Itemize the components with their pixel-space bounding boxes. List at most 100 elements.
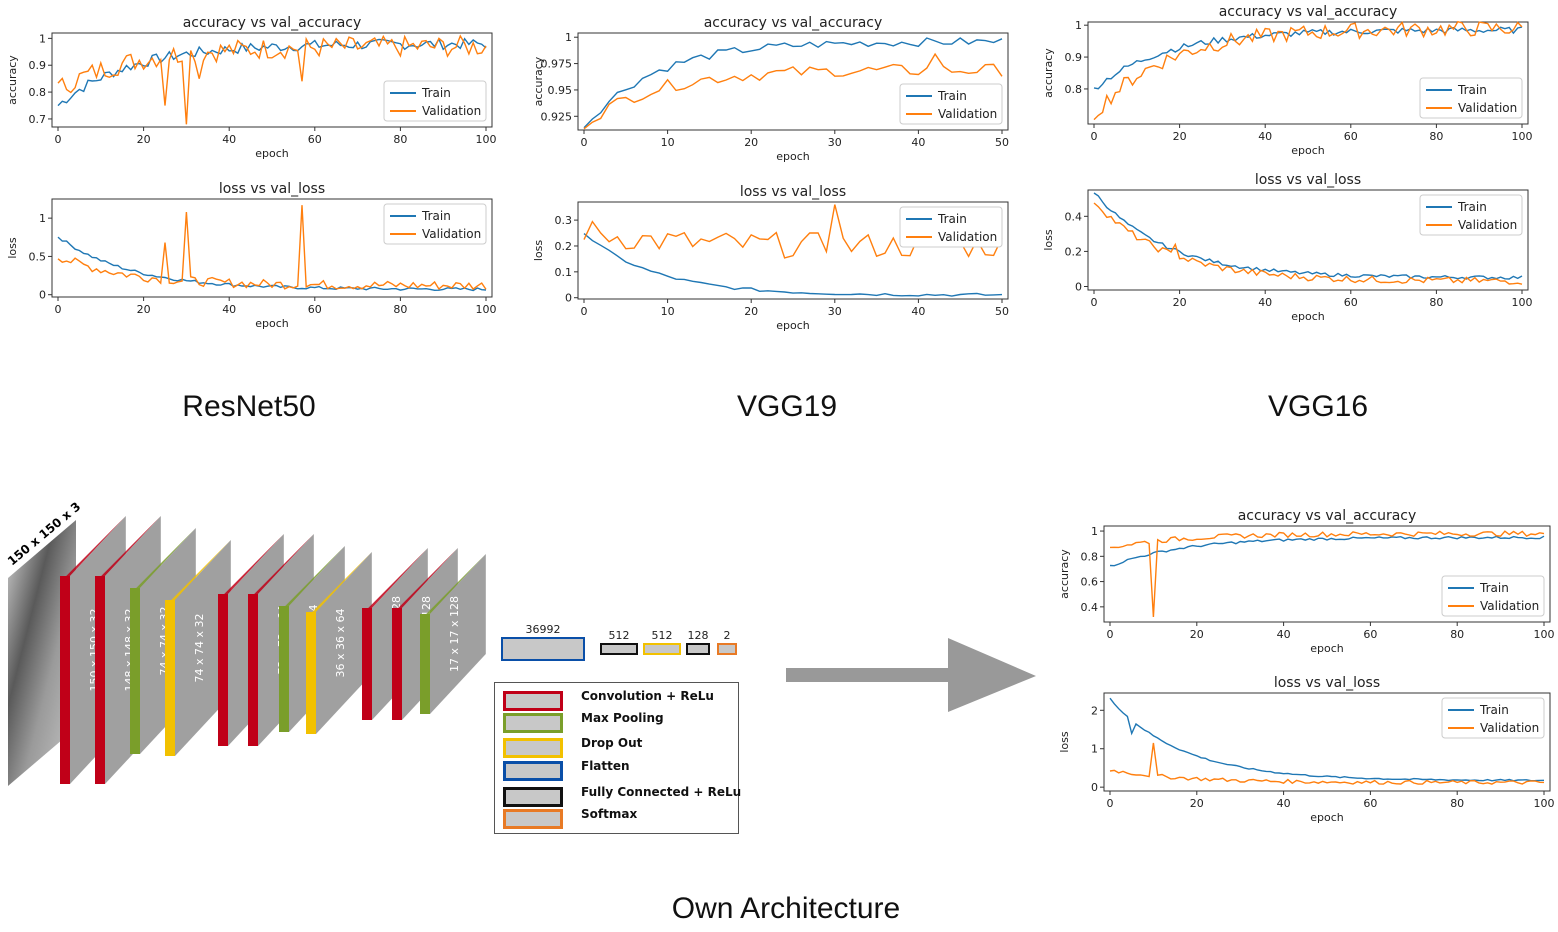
x-tick-label: 10: [661, 305, 675, 318]
y-tick-label: 0.925: [541, 110, 573, 123]
y-tick-label: 1: [1075, 19, 1082, 32]
x-axis-label: epoch: [1291, 310, 1325, 323]
series-line-train: [1093, 26, 1523, 90]
x-tick-label: 40: [1277, 797, 1291, 810]
x-tick-label: 0: [581, 136, 588, 149]
dense-block-flatten: 36992: [501, 623, 585, 661]
series-line-validation: [1093, 20, 1523, 121]
legend-label-train: Train: [1457, 83, 1487, 97]
legend-label-validation: Validation: [1480, 721, 1539, 735]
x-tick-label: 30: [828, 305, 842, 318]
legend-label-train: Train: [421, 86, 451, 100]
x-tick-label: 60: [1344, 130, 1358, 143]
legend-label: Max Pooling: [581, 711, 664, 725]
layer-front-face: [248, 594, 258, 746]
legend-label: Drop Out: [581, 736, 643, 750]
legend-swatch-fc: [503, 787, 563, 807]
layer-front-face: [95, 576, 105, 784]
x-tick-label: 80: [1450, 797, 1464, 810]
x-tick-label: 50: [995, 136, 1009, 149]
plot-2: accuracy vs val_accuracy 0 10 20 30 40 50 0.925…: [532, 15, 1009, 163]
dense-rect: [686, 643, 710, 655]
model-name-vgg19: VGG19: [736, 390, 838, 423]
x-tick-label: 0: [55, 303, 62, 316]
x-tick-label: 80: [393, 303, 407, 316]
x-axis-label: epoch: [255, 317, 289, 330]
x-tick-label: 100: [476, 133, 497, 146]
x-axis-label: epoch: [776, 319, 810, 332]
y-tick-label: 1: [39, 212, 46, 225]
plot-legend: Train Validation: [1419, 194, 1523, 236]
legend-label-validation: Validation: [1458, 218, 1517, 232]
y-tick-label: 0.4: [1065, 210, 1083, 223]
dense-block-fc: 128: [686, 629, 710, 655]
xray-input-image: [8, 520, 76, 786]
plot-legend: Train Validation: [383, 80, 487, 122]
y-axis-label: accuracy: [532, 56, 545, 106]
legend-swatch-pool: [503, 713, 563, 733]
x-tick-label: 0: [1091, 130, 1098, 143]
series-line-validation: [1093, 202, 1523, 285]
legend-swatch-dropout: [503, 738, 563, 758]
plot-title: accuracy vs val_accuracy: [1219, 4, 1398, 20]
x-tick-label: 0: [55, 133, 62, 146]
plot-legend: Train Validation: [1419, 77, 1523, 119]
legend-label-validation: Validation: [1480, 599, 1539, 613]
layer-front-face: [392, 608, 402, 720]
series-line-validation: [1109, 742, 1545, 785]
legend-label-train: Train: [1457, 200, 1487, 214]
plot-title: loss vs val_loss: [740, 184, 846, 200]
series-line-train: [583, 233, 1003, 297]
y-tick-label: 0.5: [29, 250, 47, 263]
x-tick-label: 80: [1429, 130, 1443, 143]
legend-label-validation: Validation: [422, 104, 481, 118]
y-axis-label: loss: [532, 240, 545, 262]
layer-size-label: 17 x 17 x 128: [448, 596, 461, 672]
plot-legend: Train Validation: [383, 203, 487, 245]
y-tick-label: 0: [39, 289, 46, 302]
series-line-train: [57, 236, 487, 292]
dense-rect: [501, 637, 585, 661]
plot-title: accuracy vs val_accuracy: [183, 15, 362, 31]
y-axis-label: loss: [6, 237, 19, 259]
y-tick-label: 0.95: [548, 84, 573, 97]
y-tick-label: 1: [39, 32, 46, 45]
x-axis-label: epoch: [255, 147, 289, 160]
layer-front-face: [218, 594, 228, 746]
y-tick-label: 0: [1091, 781, 1098, 794]
y-tick-label: 0.8: [1065, 83, 1083, 96]
y-tick-label: 0.4: [1081, 601, 1099, 614]
x-tick-label: 100: [1512, 130, 1533, 143]
plot-4: accuracy vs val_accuracy 0 20 40 60 80 100 0.8 0…: [1042, 4, 1533, 157]
legend-swatch-flatten: [503, 761, 563, 781]
y-tick-label: 0.9: [1065, 51, 1083, 64]
y-axis-label: loss: [1042, 229, 1055, 251]
layer-size-label: 74 x 74 x 32: [193, 614, 206, 683]
dense-rect: [643, 643, 681, 655]
layer-front-face: [130, 588, 140, 754]
plot-title: loss vs val_loss: [1255, 172, 1361, 188]
dense-block-dropout: 512: [643, 629, 681, 655]
x-axis-label: epoch: [1291, 144, 1325, 157]
y-tick-label: 1: [1091, 743, 1098, 756]
x-tick-label: 60: [308, 133, 322, 146]
x-tick-label: 40: [222, 133, 236, 146]
plot-legend: Train Validation: [1441, 575, 1545, 617]
x-tick-label: 20: [137, 133, 151, 146]
layer-front-face: [306, 612, 316, 734]
plot-title: loss vs val_loss: [1274, 675, 1380, 691]
y-tick-label: 0.1: [555, 266, 573, 279]
y-tick-label: 0: [565, 292, 572, 305]
series-line-validation: [57, 34, 487, 125]
plot-legend: Train Validation: [1441, 697, 1545, 739]
x-tick-label: 40: [1277, 628, 1291, 641]
plot-1: loss vs val_loss 0 20 40 60 80 100 0 0.5 1 epoch lo…: [6, 181, 497, 330]
legend-label-train: Train: [1479, 703, 1509, 717]
x-tick-label: 20: [1190, 797, 1204, 810]
y-tick-label: 2: [1091, 704, 1098, 717]
x-tick-label: 20: [1190, 628, 1204, 641]
layer-legend: Convolution + ReLu Max Pooling Drop Out …: [494, 682, 741, 834]
x-tick-label: 40: [911, 136, 925, 149]
x-tick-label: 60: [1363, 628, 1377, 641]
